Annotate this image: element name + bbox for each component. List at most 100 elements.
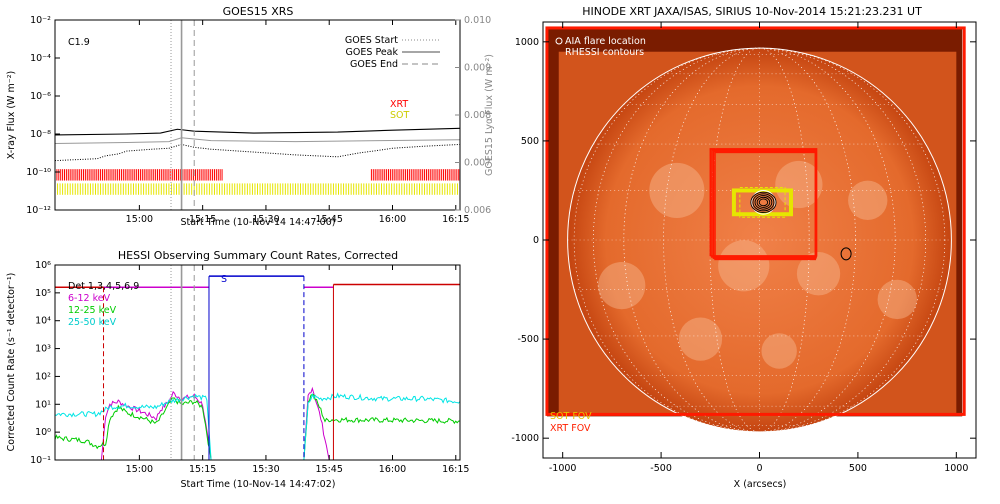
goes-ylabel: X-ray Flux (W m⁻²) (6, 71, 17, 160)
hessi-xtick-label: 16:00 (379, 464, 406, 475)
hessi-ytick-label: 10¹ (35, 399, 51, 410)
xrt-legend-sot: SOT FOV (550, 411, 592, 422)
hessi-series-2 (54, 392, 461, 461)
xrt-xtick-label: 0 (756, 463, 762, 474)
hessi-xlabel: Start Time (10-Nov-14 14:47:02) (181, 479, 336, 490)
xrt-legend-bottom: SOT FOV XRT FOV (550, 411, 592, 434)
hessi-legend: Det 1,3,4,5,6,9 6-12 keV 12-25 keV 25-50… (68, 281, 139, 328)
goes-ytick-label: 10⁻¹⁰ (26, 167, 51, 178)
rhessi-contour-secondary (840, 247, 852, 261)
bright-region (848, 180, 888, 221)
goes-observation-bars (54, 169, 461, 195)
hessi-legend-6-12: 6-12 keV (68, 293, 111, 304)
hessi-legend-12-25: 12-25 keV (68, 305, 117, 316)
rhessi-contour (754, 195, 773, 210)
goes-legend-end: GOES End (350, 59, 398, 70)
xrt-full-fov-box (545, 26, 966, 416)
xrt-fov-box (714, 151, 817, 261)
xrt-xtick-label: -500 (650, 463, 672, 474)
longitude-line (623, 47, 896, 433)
hessi-ytick-label: 10⁰ (35, 427, 51, 438)
bright-region (649, 162, 705, 219)
goes-panel: GOES15 XRS 15:00 15:15 15:30 15:45 16:00 16:1… (6, 5, 495, 228)
hessi-ytick-label: 10⁶ (35, 260, 51, 271)
hessi-series-1 (54, 393, 461, 461)
xrt-xlabel: X (arcsecs) (734, 479, 787, 490)
xrt-legend-xrt: XRT FOV (550, 423, 591, 434)
bright-region (678, 317, 723, 361)
hessi-legend-det: Det 1,3,4,5,6,9 (68, 281, 139, 292)
goes-xtick-label: 15:30 (252, 214, 279, 225)
sot-fov-box-inner (739, 186, 786, 218)
goes-legend: GOES Start GOES Peak GOES End (345, 35, 440, 70)
xrt-ytick-label: 0 (533, 235, 539, 246)
xrt-ytick-label: 500 (521, 136, 539, 147)
goes-title: GOES15 XRS (223, 5, 294, 18)
goes-xlabel: Start Time (10-Nov-14 14:47:00) (181, 217, 336, 228)
goes-xtick-label: 15:45 (316, 214, 343, 225)
goes-ytick-right-label: 0.006 (464, 205, 491, 216)
goes-xtick-label: 15:00 (126, 214, 153, 225)
hessi-ytick-label: 10⁻¹ (30, 455, 51, 466)
goes-ytick-label: 10⁻¹² (26, 205, 51, 216)
bright-region (877, 279, 917, 320)
hessi-ytick-label: 10³ (35, 344, 51, 355)
goes-xtick-label: 16:15 (442, 214, 469, 225)
goes-series-2 (54, 143, 461, 162)
aia-flare-circle (751, 190, 776, 215)
goes-ytick-label: 10⁻² (30, 15, 51, 26)
solar-disk (567, 48, 952, 432)
goes-ylabel-right: GOES15 Lyα Flux (W m⁻²) (484, 54, 495, 176)
bright-region (775, 160, 823, 209)
xrt-ytick-label: -1000 (511, 433, 539, 444)
hessi-xtick-label: 15:15 (189, 464, 216, 475)
bright-region (718, 240, 770, 292)
goes-class-label: C1.9 (68, 37, 90, 48)
hessi-ytick-label: 10⁴ (35, 316, 51, 327)
hessi-s-label: S (221, 274, 227, 285)
goes-ytick-label: 10⁻⁸ (30, 129, 51, 140)
bright-regions (598, 160, 917, 369)
rhessi-contour (756, 196, 771, 208)
goes-xrt-label: XRT (390, 99, 408, 110)
goes-ytick-right-label: 0.009 (464, 63, 491, 74)
hessi-xtick-label: 15:45 (316, 464, 343, 475)
fov-boxes (545, 26, 966, 416)
goes-ytick-label: 10⁻⁶ (30, 91, 51, 102)
goes-series-0 (54, 127, 461, 136)
rhessi-contour (750, 191, 777, 213)
rhessi-contours (750, 190, 852, 261)
xrt-legend-rhessi: RHESSI contours (565, 47, 644, 58)
xrt-title: HINODE XRT JAXA/ISAS, SIRIUS 10-Nov-2014… (582, 5, 922, 18)
goes-lines (54, 20, 461, 210)
goes-ytick-right-label: 0.008 (464, 110, 491, 121)
hessi-xtick-label: 15:00 (126, 464, 153, 475)
goes-ytick-right-label: 0.010 (464, 15, 491, 26)
xrt-image (543, 22, 976, 458)
bright-region (598, 261, 646, 310)
xrt-ytick-label: -500 (517, 334, 539, 345)
solar-limb (567, 47, 952, 433)
hessi-xtick-label: 15:30 (252, 464, 279, 475)
goes-ticks: 15:00 15:15 15:30 15:45 16:00 16:15 10⁻¹² 10⁻¹⁰… (26, 15, 491, 225)
bright-region (761, 333, 797, 369)
xrt-legend-top: AIA flare location RHESSI contours (555, 36, 646, 58)
goes-ytick-right-label: 0.007 (464, 158, 491, 169)
rhessi-contour (758, 198, 769, 207)
hessi-ylabel: Corrected Count Rate (s⁻¹ detector⁻¹) (6, 273, 17, 452)
goes-xtick-label: 15:15 (189, 214, 216, 225)
hessi-ytick-label: 10⁵ (35, 288, 51, 299)
goes-sot-label: SOT (390, 110, 410, 121)
hessi-axes-frame (54, 264, 461, 461)
hessi-ytick-label: 10² (35, 371, 51, 382)
goes-series-1 (54, 137, 461, 144)
hessi-series-0 (55, 386, 338, 461)
aia-flare-marker-icon (555, 37, 563, 45)
hessi-ticks: 15:00 15:15 15:30 15:45 16:00 16:15 10⁻¹ 10⁰ 10¹… (30, 260, 469, 475)
xrt-xtick-label: 500 (849, 463, 867, 474)
xrt-ytick-label: 1000 (515, 37, 539, 48)
goes-xtick-label: 16:00 (379, 214, 406, 225)
goes-ytick-label: 10⁻⁴ (30, 53, 51, 64)
rhessi-contour (752, 193, 775, 212)
